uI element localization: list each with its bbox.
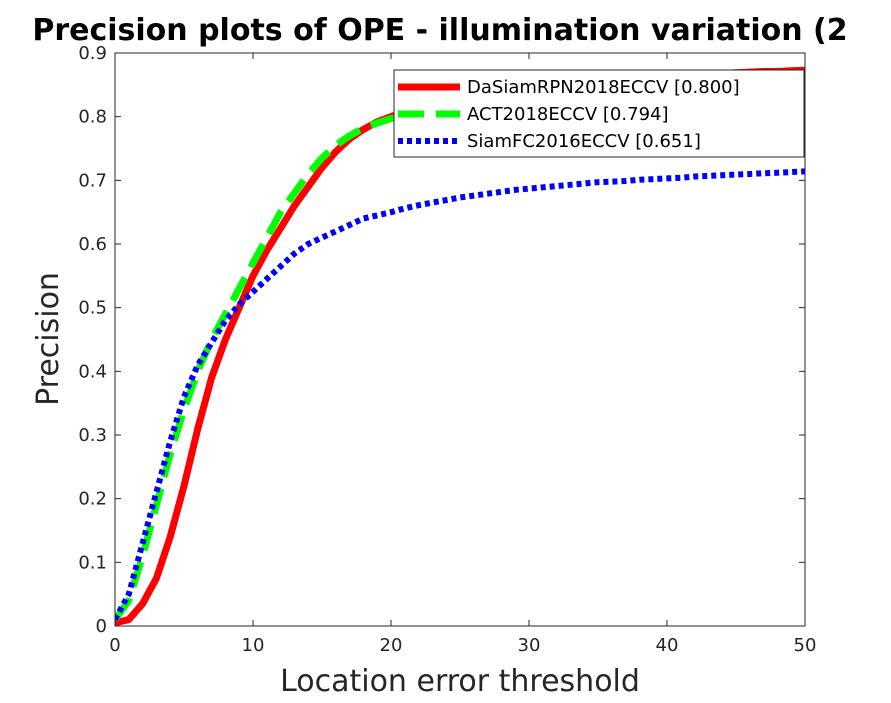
series-line-2 [115,168,805,622]
plot-frame [114,52,806,627]
x-tick-label: 40 [656,635,679,656]
legend: DaSiamRPN2018ECCV [0.800] ACT2018ECCV [0.… [393,69,805,158]
ticks-group: 0 10 20 30 40 50 0 0.1 0.2 0.3 0.4 0.5 0.6 0.7 0.8 0.9 [78,43,816,656]
y-tick-label: 0.5 [78,298,107,319]
y-tick-label: 0.4 [78,361,107,382]
chart-title: Precision plots of OPE - illumination va… [32,13,847,48]
y-tick-label: 0.1 [78,552,107,573]
x-tick-label: 20 [380,635,403,656]
x-tick-label: 10 [242,635,265,656]
legend-label-2: SiamFC2016ECCV [0.651] [467,131,701,152]
x-tick-label: 30 [518,635,541,656]
y-tick-label: 0 [96,616,107,637]
y-tick-label: 0.2 [78,489,107,510]
x-tick-label: 0 [109,635,120,656]
x-tick-label: 50 [794,635,817,656]
y-tick-label: 0.9 [78,43,107,64]
y-tick-label: 0.3 [78,425,107,446]
legend-label-0: DaSiamRPN2018ECCV [0.800] [467,77,740,98]
legend-box [393,69,805,158]
y-axis-label: Precision [31,272,66,406]
legend-label-1: ACT2018ECCV [0.794] [467,104,669,125]
y-tick-label: 0.7 [78,170,107,191]
x-axis-label: Location error threshold [280,664,640,699]
y-tick-label: 0.8 [78,107,107,128]
y-tick-label: 0.6 [78,234,107,255]
